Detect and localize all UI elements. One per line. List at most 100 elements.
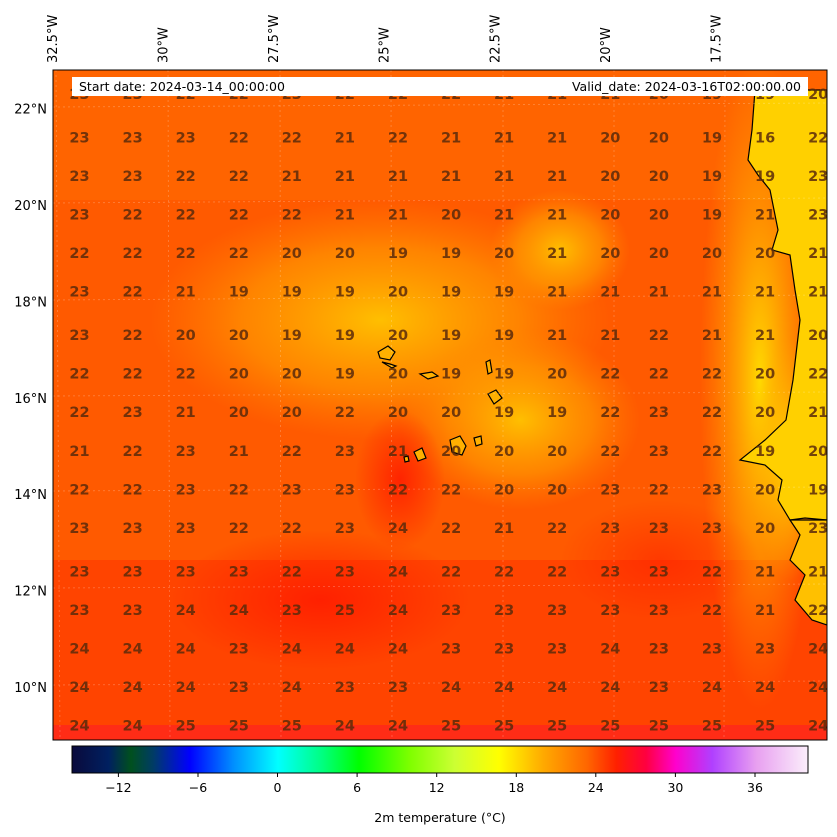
latitude-tick-label: 14°N: [14, 488, 47, 503]
grid-value: 21: [808, 246, 828, 262]
grid-value: 24: [388, 521, 408, 537]
valid-date-label: Valid_date: 2024-03-16T02:00:00.00: [572, 79, 801, 94]
grid-value: 25: [702, 719, 722, 735]
grid-value: 22: [123, 285, 143, 301]
grid-value: 23: [441, 603, 461, 619]
grid-value: 19: [282, 328, 302, 344]
grid-value: 22: [229, 208, 249, 224]
grid-value: 23: [335, 564, 355, 580]
grid-value: 23: [649, 521, 669, 537]
grid-value: 24: [494, 680, 514, 696]
grid-value: 21: [755, 603, 775, 619]
grid-value: 21: [547, 328, 567, 344]
grid-value: 20: [547, 482, 567, 498]
grid-value: 23: [335, 482, 355, 498]
cape-verde-islands: [377, 345, 503, 463]
grid-value: 22: [547, 564, 567, 580]
grid-value: 20: [547, 444, 567, 460]
grid-value: 21: [600, 285, 620, 301]
grid-value: 22: [69, 367, 89, 383]
grid-value: 19: [494, 367, 514, 383]
map-frame: [52, 69, 828, 741]
grid-value: 20: [755, 521, 775, 537]
date-header-bar: [72, 77, 808, 96]
grid-value: 20: [600, 169, 620, 185]
grid-value: 24: [600, 680, 620, 696]
grid-value: 24: [123, 719, 143, 735]
grid-value: 19: [702, 208, 722, 224]
grid-value: 22: [600, 405, 620, 421]
longitude-tick-label: 25°W: [378, 27, 393, 63]
grid-value: 23: [388, 680, 408, 696]
latitude-tick-labels: 22°N 20°N 18°N 16°N 14°N 12°N 10°N: [14, 103, 47, 696]
grid-value: 20: [229, 367, 249, 383]
grid-value: 22: [282, 521, 302, 537]
longitude-tick-label: 27.5°W: [267, 15, 282, 63]
grid-value: 22: [123, 444, 143, 460]
grid-value: 24: [282, 680, 302, 696]
grid-value: 20: [808, 328, 828, 344]
grid-value: 22: [282, 208, 302, 224]
grid-value: 22: [229, 521, 249, 537]
grid-value: 20: [600, 246, 620, 262]
grid-value: 24: [282, 641, 302, 657]
grid-value: 21: [649, 285, 669, 301]
grid-value: 23: [335, 521, 355, 537]
grid-value: 20: [388, 285, 408, 301]
grid-value: 23: [494, 603, 514, 619]
grid-value: 21: [494, 131, 514, 147]
grid-value: 24: [69, 641, 89, 657]
grid-value: 22: [808, 367, 828, 383]
grid-value: 24: [388, 564, 408, 580]
grid-value: 23: [123, 603, 143, 619]
grid-value: 22: [69, 405, 89, 421]
grid-value: 23: [69, 521, 89, 537]
colorbar-tick-label: 18: [508, 780, 524, 795]
grid-value: 22: [176, 208, 196, 224]
grid-value: 21: [755, 328, 775, 344]
grid-value: 21: [808, 285, 828, 301]
grid-value: 23: [123, 521, 143, 537]
grid-value: 16: [755, 131, 775, 147]
grid-value: 21: [547, 131, 567, 147]
grid-value: 24: [547, 680, 567, 696]
grid-value: 23: [123, 169, 143, 185]
grid-value: 24: [229, 603, 249, 619]
grid-value: 24: [441, 680, 461, 696]
grid-value: 25: [176, 719, 196, 735]
latitude-tick-label: 12°N: [14, 585, 47, 600]
grid-value: 23: [755, 641, 775, 657]
grid-value: 21: [600, 328, 620, 344]
grid-value: 20: [282, 405, 302, 421]
grid-value: 22: [494, 564, 514, 580]
grid-value: 24: [123, 680, 143, 696]
grid-value: 23: [123, 405, 143, 421]
grid-value: 23: [69, 328, 89, 344]
grid-value: 22: [441, 521, 461, 537]
grid-value: 20: [600, 208, 620, 224]
grid-value: 25: [547, 719, 567, 735]
grid-value: 23: [69, 603, 89, 619]
grid-value: 21: [808, 405, 828, 421]
grid-value: 23: [335, 680, 355, 696]
grid-value: 22: [649, 482, 669, 498]
longitude-tick-label: 17.5°W: [709, 15, 724, 63]
grid-value: 23: [600, 482, 620, 498]
latitude-tick-label: 18°N: [14, 295, 47, 310]
longitude-tick-label: 30°W: [157, 27, 172, 63]
grid-value: 23: [808, 169, 828, 185]
colorbar-ticks: −12 −6 0 6 12 18 24 30 36: [105, 773, 763, 795]
grid-value: 23: [600, 521, 620, 537]
grid-value: 19: [335, 285, 355, 301]
grid-value: 19: [441, 246, 461, 262]
grid-value: 23: [123, 131, 143, 147]
grid-value: 20: [441, 444, 461, 460]
grid-value: 24: [808, 641, 828, 657]
grid-value: 22: [176, 169, 196, 185]
grid-value: 23: [702, 521, 722, 537]
grid-value: 23: [649, 641, 669, 657]
grid-value: 23: [441, 641, 461, 657]
grid-value: 21: [335, 208, 355, 224]
grid-value: 22: [808, 131, 828, 147]
grid-value: 21: [441, 169, 461, 185]
